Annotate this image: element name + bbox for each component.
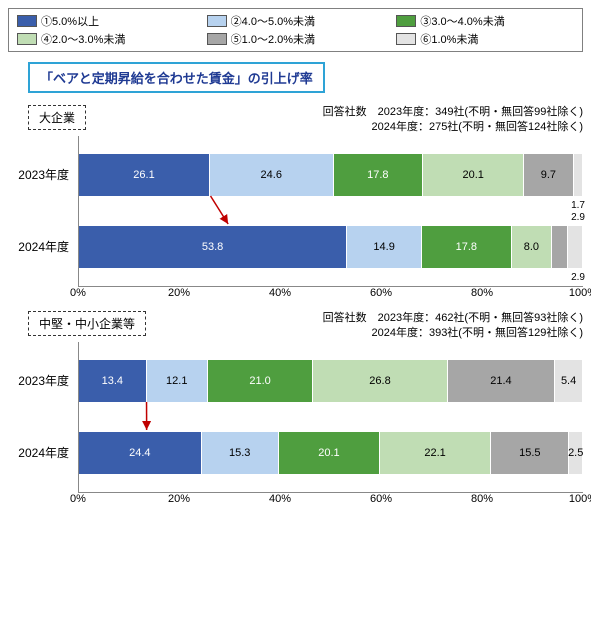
year-label: 2024年度 (9, 238, 69, 255)
legend-item: ②4.0～5.0%未満 (207, 13, 385, 29)
segment (574, 154, 583, 196)
segment: 2.5 (569, 432, 583, 474)
legend-item: ③3.0～4.0%未満 (396, 13, 574, 29)
legend: ①5.0%以上 ②4.0～5.0%未満 ③3.0～4.0%未満 ④2.0～3.0%未満… (8, 8, 583, 52)
respondents: 回答社数 2023年度：462社(不明・無回答93社除く)2024年度：393社… (162, 311, 583, 342)
legend-swatch (207, 15, 227, 27)
segment: 24.4 (79, 432, 202, 474)
segment (552, 226, 567, 268)
legend-label: ①5.0%以上 (41, 13, 99, 29)
legend-item: ④2.0～3.0%未満 (17, 31, 195, 47)
segment: 20.1 (279, 432, 380, 474)
legend-swatch (17, 15, 37, 27)
segment: 21.4 (448, 360, 555, 402)
legend-label: ②4.0～5.0%未満 (231, 13, 315, 29)
segment: 15.5 (491, 432, 569, 474)
axis-tick: 60% (370, 493, 392, 505)
chart-section: 大企業回答社数 2023年度：349社(不明・無回答99社除く)2024年度：2… (8, 105, 583, 303)
segment: 8.0 (512, 226, 553, 268)
segment (568, 226, 583, 268)
axis-tick: 40% (269, 493, 291, 505)
segment: 53.8 (79, 226, 347, 268)
axis-tick: 20% (168, 287, 190, 299)
data-callout: 1.7 (571, 200, 585, 211)
segment: 14.9 (347, 226, 422, 268)
x-axis: 0%20%40%60%80%100% (78, 493, 583, 509)
segment: 26.1 (79, 154, 210, 196)
axis-tick: 20% (168, 493, 190, 505)
legend-item: ①5.0%以上 (17, 13, 195, 29)
segment: 24.6 (210, 154, 334, 196)
segment: 15.3 (202, 432, 279, 474)
axis-tick: 0% (70, 493, 86, 505)
segment: 22.1 (380, 432, 491, 474)
axis-tick: 60% (370, 287, 392, 299)
chart-title: 「ベアと定期昇給を合わせた賃金」の引上げ率 (28, 62, 325, 93)
segment: 21.0 (208, 360, 313, 402)
chart-section: 中堅・中小企業等回答社数 2023年度：462社(不明・無回答93社除く)202… (8, 311, 583, 509)
segment: 26.8 (313, 360, 447, 402)
group-label: 大企業 (28, 105, 86, 130)
axis-tick: 80% (471, 493, 493, 505)
legend-item: ⑥1.0%未満 (396, 31, 574, 47)
legend-swatch (396, 33, 416, 45)
segment: 5.4 (555, 360, 583, 402)
segment: 13.4 (79, 360, 147, 402)
data-callout: 2.9 (571, 272, 585, 283)
axis-tick: 100% (569, 287, 591, 299)
axis-tick: 100% (569, 493, 591, 505)
group-label: 中堅・中小企業等 (28, 311, 146, 336)
legend-swatch (207, 33, 227, 45)
chart-area: 2023年度26.124.617.820.19.71.72024年度53.814… (78, 136, 583, 287)
bar-row: 13.412.121.026.821.45.4 (79, 360, 583, 402)
segment: 17.8 (422, 226, 511, 268)
legend-item: ⑤1.0～2.0%未満 (207, 31, 385, 47)
legend-swatch (17, 33, 37, 45)
axis-tick: 80% (471, 287, 493, 299)
data-callout: 2.9 (571, 212, 585, 223)
segment: 20.1 (423, 154, 524, 196)
legend-label: ⑥1.0%未満 (420, 31, 478, 47)
segment: 9.7 (524, 154, 573, 196)
legend-label: ③3.0～4.0%未満 (420, 13, 504, 29)
legend-label: ④2.0～3.0%未満 (41, 31, 125, 47)
axis-tick: 0% (70, 287, 86, 299)
bar-row: 26.124.617.820.19.7 (79, 154, 583, 196)
x-axis: 0%20%40%60%80%100% (78, 287, 583, 303)
year-label: 2023年度 (9, 166, 69, 183)
legend-swatch (396, 15, 416, 27)
chart-area: 2023年度13.412.121.026.821.45.42024年度24.41… (78, 342, 583, 493)
segment: 12.1 (147, 360, 208, 402)
bar-row: 24.415.320.122.115.52.5 (79, 432, 583, 474)
axis-tick: 40% (269, 287, 291, 299)
year-label: 2024年度 (9, 444, 69, 461)
bar-row: 53.814.917.88.0 (79, 226, 583, 268)
year-label: 2023年度 (9, 372, 69, 389)
legend-label: ⑤1.0～2.0%未満 (231, 31, 315, 47)
segment: 17.8 (334, 154, 424, 196)
respondents: 回答社数 2023年度：349社(不明・無回答99社除く)2024年度：275社… (102, 105, 583, 136)
